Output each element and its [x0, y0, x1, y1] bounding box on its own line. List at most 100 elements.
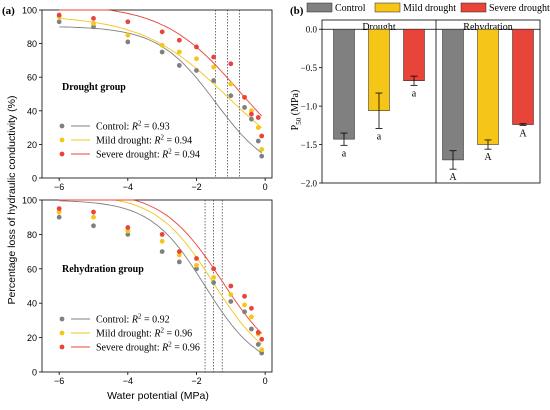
data-point-severe: [56, 206, 62, 212]
legend-label: Control: R2 = 0.93: [96, 120, 170, 133]
plot-frame: [41, 9, 273, 179]
legend-label: Severe drought: R2 = 0.94: [96, 148, 200, 161]
data-point-mild: [194, 56, 199, 62]
fit-curve-control: [59, 200, 262, 354]
group-label: Rehydration group: [62, 264, 144, 275]
x-tick-label: −6: [54, 376, 64, 386]
data-point-mild: [159, 42, 165, 48]
y-tick-label: 0: [32, 368, 37, 378]
bar-plot-frame: [321, 19, 541, 184]
data-point-mild: [91, 214, 96, 220]
data-point-control: [255, 342, 261, 347]
legend-marker-severe: [59, 344, 65, 350]
legend-label: Control: R2 = 0.92: [96, 313, 170, 326]
legend-label: Severe drought: [489, 3, 550, 14]
scatter-panel-2: 0 20 40 60 80 100 −6 −4 −2 0 Rehydration group Cont…: [22, 196, 273, 386]
data-point-control: [211, 78, 217, 83]
x-tick-label: −4: [123, 182, 133, 192]
plot-frame: [41, 199, 273, 373]
y-tick-label: 60: [27, 73, 37, 83]
data-point-mild: [211, 275, 217, 280]
data-point-control: [249, 116, 254, 122]
legend-swatch-severe: [460, 2, 487, 13]
data-point-control: [228, 93, 234, 99]
data-point-severe: [259, 133, 265, 139]
data-point-control: [194, 68, 199, 73]
data-point-severe: [242, 293, 247, 299]
data-point-control: [259, 350, 265, 356]
data-point-mild: [159, 238, 165, 244]
fit-curve-severe: [59, 9, 263, 117]
data-point-severe: [91, 209, 96, 215]
data-point-severe: [249, 111, 254, 117]
y-tick-label: −1.5: [301, 140, 318, 150]
significance-letter: A: [484, 152, 492, 163]
data-point-control: [211, 280, 217, 285]
bar-control: [333, 28, 355, 140]
data-point-severe: [259, 336, 265, 342]
data-point-severe: [91, 16, 96, 21]
panel-b-label: (b): [290, 5, 304, 17]
data-point-mild: [249, 108, 254, 114]
y-tick-label: 80: [27, 39, 37, 49]
data-point-control: [125, 232, 131, 237]
x-tick-label: 0: [263, 376, 268, 386]
bar-group-label: Rehydration: [463, 22, 512, 33]
data-point-control: [176, 63, 182, 68]
group-label: Drought group: [62, 82, 126, 93]
data-point-severe: [56, 12, 62, 18]
data-point-control: [242, 105, 247, 110]
x-tick-label: −4: [123, 376, 133, 386]
data-point-control: [159, 249, 165, 255]
x-tick-label: −2: [191, 182, 201, 192]
data-point-severe: [125, 19, 131, 25]
legend-marker-mild: [59, 330, 65, 336]
data-point-control: [255, 138, 261, 144]
legend-marker-mild: [59, 137, 65, 143]
data-point-control: [91, 223, 96, 229]
data-point-mild: [176, 49, 182, 55]
significance-letter: A: [519, 128, 527, 139]
data-point-control: [259, 153, 265, 159]
legend-label: Mild drought: R2 = 0.96: [96, 327, 192, 340]
y-tick-label: 100: [22, 196, 37, 206]
y-tick-label: 60: [27, 264, 37, 274]
legend-marker-control: [59, 316, 65, 322]
y-tick-label: 40: [27, 299, 37, 309]
y-tick-label: 80: [27, 230, 37, 240]
data-point-control: [125, 39, 131, 45]
fit-curve-mild: [59, 18, 262, 128]
significance-letter: a: [342, 148, 347, 159]
legend-marker-control: [59, 123, 65, 129]
x-axis-label-a: Water potential (MPa): [107, 390, 209, 402]
bar-severe: [512, 28, 534, 125]
legend-label: Control: [335, 3, 366, 14]
data-point-mild: [259, 347, 265, 353]
y-tick-label: −0.5: [301, 63, 318, 73]
significance-letter: a: [377, 131, 382, 142]
data-point-severe: [249, 305, 254, 311]
data-point-mild: [125, 228, 131, 234]
data-point-severe: [159, 232, 165, 237]
data-point-mild: [56, 209, 62, 215]
data-point-mild: [211, 64, 217, 70]
y-tick-label: 20: [27, 333, 37, 343]
data-point-severe: [194, 44, 199, 50]
x-tick-label: 0: [263, 182, 268, 192]
legend-label: Mild drought: [403, 3, 456, 14]
data-point-severe: [211, 266, 217, 272]
scatter-panel-1: 0 20 40 60 80 100 −6 −4 −2 0 Drought group Control:…: [22, 6, 273, 192]
data-point-severe: [194, 256, 199, 261]
data-point-control: [249, 326, 254, 332]
data-point-mild: [255, 125, 261, 130]
bar-mild: [477, 28, 499, 145]
data-point-severe: [159, 29, 165, 35]
y-tick-label: 0: [32, 174, 37, 184]
data-point-mild: [228, 81, 234, 87]
fit-curve-severe: [59, 199, 263, 334]
x-tick-label: −2: [191, 376, 201, 386]
data-point-mild: [259, 147, 265, 152]
data-point-control: [159, 49, 165, 55]
y-tick-label: 20: [27, 140, 37, 150]
